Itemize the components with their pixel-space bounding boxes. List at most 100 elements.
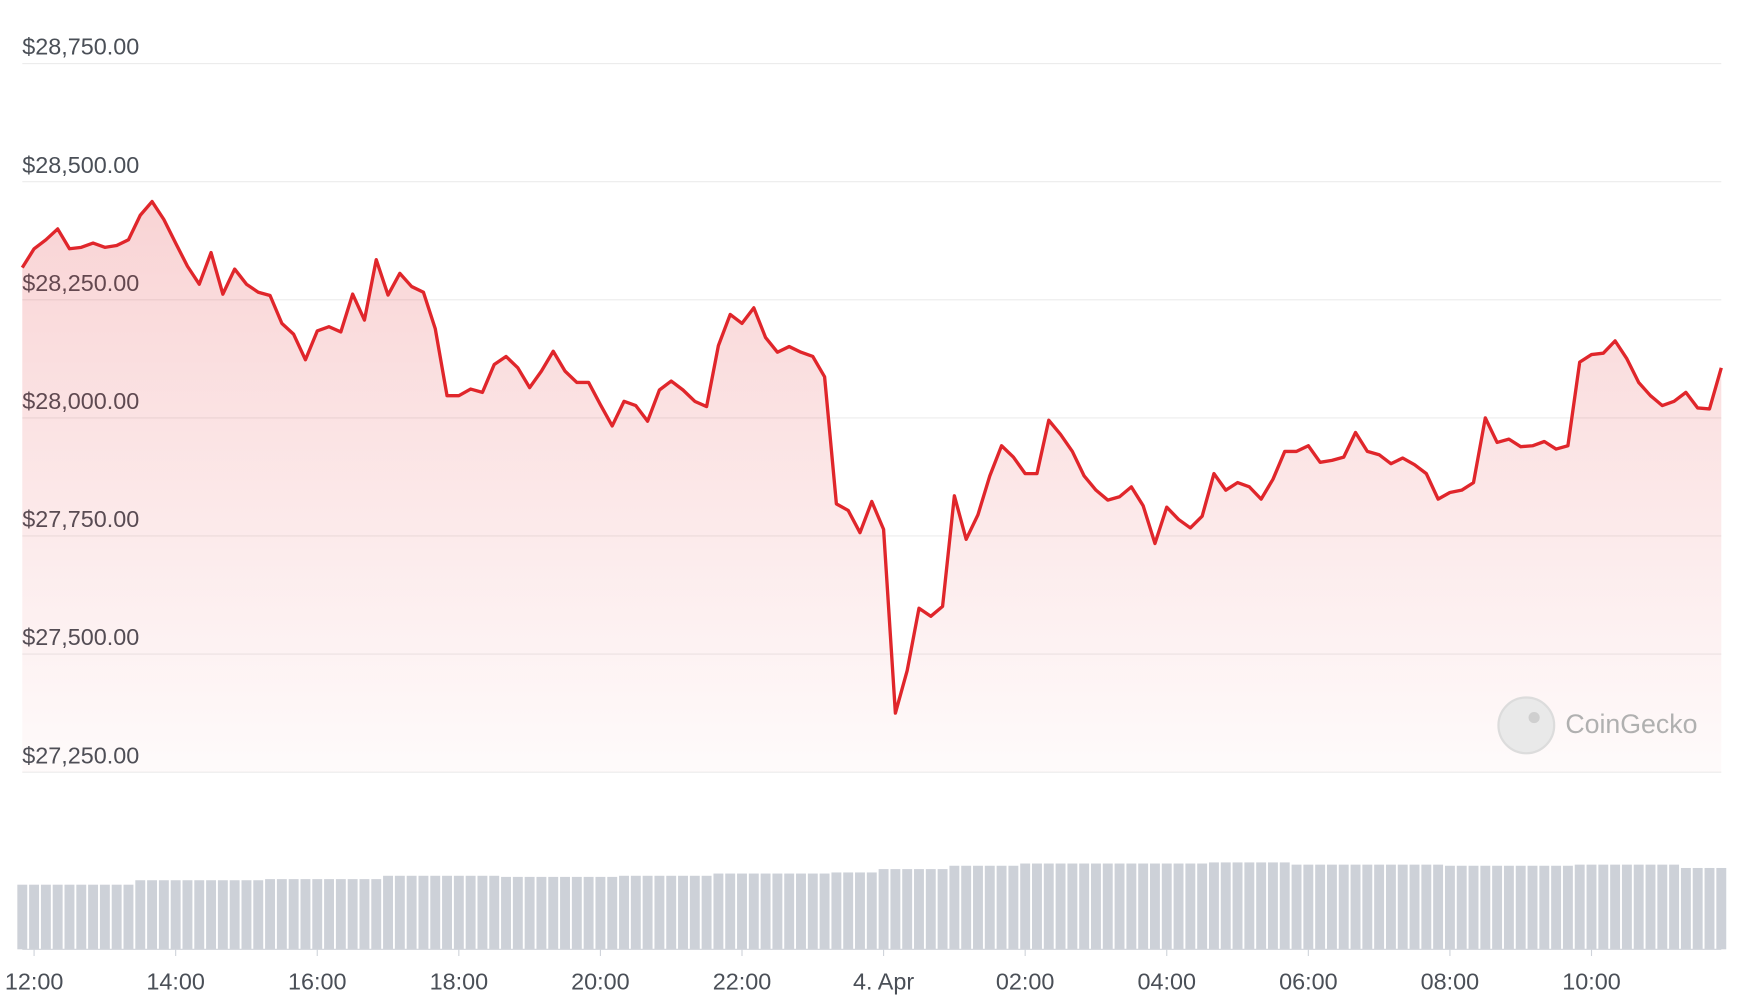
volume-bar [1043, 863, 1054, 950]
volume-bar [796, 873, 806, 950]
volume-bar [1126, 863, 1137, 950]
volume-bar [394, 875, 405, 950]
volume-bar [760, 873, 771, 950]
volume-bar [477, 875, 488, 950]
volume-bar [902, 869, 913, 950]
price-line [20, 199, 1723, 715]
volume-bar [866, 872, 877, 950]
volume-bar [890, 869, 901, 950]
x-tick-label: 16:00 [288, 968, 347, 994]
x-tick-label: 20:00 [571, 968, 629, 994]
x-tick-label: 10:00 [1562, 968, 1621, 994]
volume-bar [819, 873, 830, 950]
volume-bar [925, 869, 936, 950]
volume-bar [666, 875, 677, 950]
volume-bar [52, 884, 63, 950]
volume-bar [607, 876, 618, 950]
volume-bar [1468, 865, 1479, 950]
volume-bar [1657, 864, 1668, 950]
volume-bar [1669, 864, 1680, 950]
volume-bar [914, 869, 924, 950]
volume-bar [182, 880, 193, 950]
volume-bar [1091, 863, 1101, 950]
volume-bar [1244, 862, 1255, 950]
volume-bar [111, 884, 122, 950]
volume-bar [1173, 863, 1184, 950]
volume-bar [560, 876, 570, 950]
volume-bar [489, 875, 500, 950]
volume-bar [253, 880, 264, 950]
volume-bar [512, 876, 523, 950]
volume-bar [1315, 864, 1326, 950]
volume-bar [1149, 863, 1160, 950]
volume-bar [88, 884, 99, 950]
volume-bar [524, 876, 535, 950]
volume-bar [855, 872, 865, 950]
volume-bar [1621, 864, 1632, 950]
volume-bar [654, 875, 665, 950]
volume-bar [99, 884, 110, 950]
volume-bar [807, 873, 818, 950]
volume-bar [1704, 867, 1715, 950]
volume-bar [1456, 865, 1467, 950]
volume-bar [1551, 865, 1562, 950]
x-tick-label: 08:00 [1421, 968, 1480, 994]
volume-bar [1161, 863, 1172, 950]
volume-bar [229, 880, 240, 950]
volume-bar [406, 875, 417, 950]
volume-bar [324, 879, 335, 950]
volume-bar [1067, 863, 1078, 950]
y-tick-label: $28,750.00 [22, 34, 139, 60]
volume-bar [1480, 865, 1491, 950]
volume-bar [147, 880, 158, 950]
volume-bar [595, 876, 606, 950]
volume-bar [1397, 864, 1408, 950]
volume-bar [1008, 865, 1019, 950]
volume-bar [265, 879, 276, 950]
volume-bar [194, 880, 205, 950]
volume-bar [1362, 864, 1373, 950]
volume-bar [1503, 865, 1514, 950]
x-tick-label: 18:00 [430, 968, 489, 994]
volume-bar [678, 875, 688, 950]
volume-bar [772, 873, 783, 950]
volume-bar [878, 869, 889, 950]
volume-bar [536, 876, 547, 950]
volume-bar [170, 880, 181, 950]
watermark-logo [1497, 696, 1556, 755]
volume-bar [642, 875, 653, 950]
volume-bar [1267, 862, 1278, 950]
volume-bar [1492, 865, 1503, 950]
volume-bar [241, 880, 252, 950]
volume-bar [689, 875, 700, 950]
x-tick-label: 12:00 [5, 968, 64, 994]
watermark: CoinGecko [1565, 709, 1697, 739]
volume-bar [737, 873, 747, 950]
volume-bar [1562, 865, 1573, 950]
volume-bar [583, 876, 594, 950]
volume-bar [312, 879, 323, 950]
volume-bar [619, 875, 629, 950]
volume-bar [984, 865, 995, 950]
volume-bar [1539, 865, 1550, 950]
volume-bar [430, 875, 441, 950]
volume-bar [1515, 865, 1526, 950]
volume-bar [1350, 864, 1361, 950]
volume-bar [1680, 867, 1691, 950]
volume-bar [371, 879, 382, 950]
volume-bar [1586, 864, 1597, 950]
volume-bar [1692, 867, 1703, 950]
x-tick-label: 4. Apr [853, 968, 914, 994]
volume-bar [1421, 864, 1432, 950]
volume-bar [630, 875, 641, 950]
volume-bar [1409, 864, 1420, 950]
volume-bar [383, 875, 393, 950]
volume-bar [961, 865, 972, 950]
volume-bar [359, 879, 370, 950]
volume-bar [418, 875, 429, 950]
volume-bar [748, 873, 759, 950]
volume-bar [1020, 863, 1031, 950]
volume-bar [335, 879, 346, 950]
x-tick-label: 02:00 [996, 968, 1055, 994]
y-tick-label: $28,500.00 [22, 152, 139, 178]
